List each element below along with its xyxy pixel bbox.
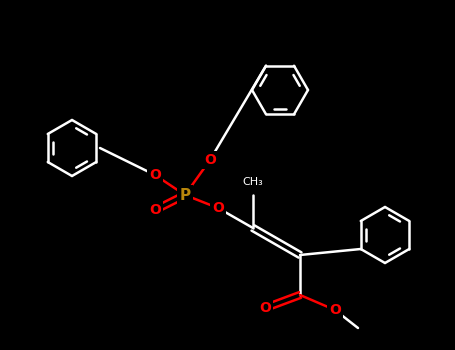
Text: O: O xyxy=(149,203,161,217)
Text: CH₃: CH₃ xyxy=(243,177,263,187)
Text: O: O xyxy=(212,201,224,215)
Text: O: O xyxy=(329,303,341,317)
Text: O: O xyxy=(204,153,216,167)
Text: O: O xyxy=(149,168,161,182)
Text: P: P xyxy=(179,188,191,203)
Text: O: O xyxy=(259,301,271,315)
